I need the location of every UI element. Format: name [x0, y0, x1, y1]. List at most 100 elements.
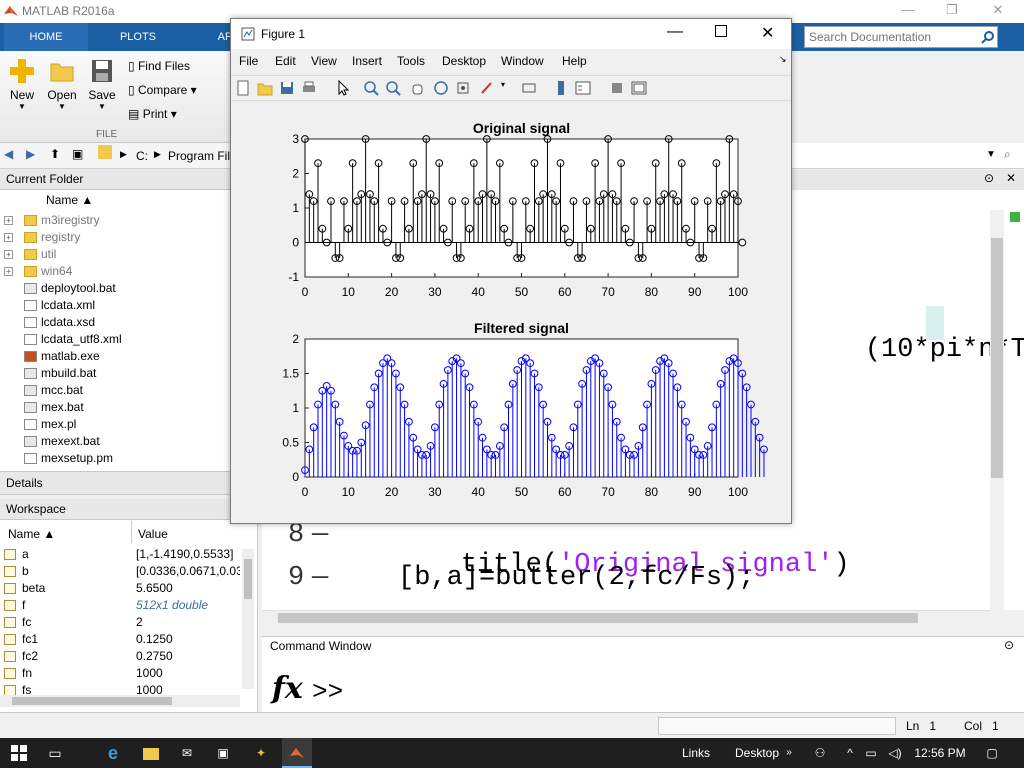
folder-list-item[interactable]: lcdata.xsd	[0, 314, 232, 331]
menu-file[interactable]: File	[239, 54, 259, 68]
menu-edit[interactable]: Edit	[275, 54, 296, 68]
volume-icon[interactable]: ◁)	[888, 746, 902, 760]
tab-home[interactable]: HOME	[4, 23, 88, 51]
tab-apps[interactable]: AP	[217, 31, 233, 43]
menu-desktop[interactable]: Desktop	[442, 54, 487, 68]
save-figure-icon[interactable]	[279, 80, 295, 96]
figure-close-button[interactable]: ✕	[761, 25, 775, 42]
menu-insert[interactable]: Insert	[352, 54, 383, 68]
figure-minimize-button[interactable]: —	[667, 23, 683, 40]
menu-window[interactable]: Window	[501, 54, 544, 68]
expand-icon[interactable]: +	[4, 267, 13, 276]
file-explorer-icon[interactable]	[138, 738, 164, 768]
brush-dropdown-icon[interactable]: ▾	[501, 80, 506, 89]
figure-canvas[interactable]: 0 10 20 30 40 50 60 70 80 90 100 -1 0 1 2 3 Original sig…	[231, 103, 791, 523]
browse-folder-icon[interactable]: ▣	[72, 147, 84, 161]
workspace-value-header[interactable]: Value	[138, 527, 168, 541]
people-icon[interactable]: ⚇	[814, 746, 826, 760]
code-line-9[interactable]: [b,a]=butter(2,fc/Fs);	[398, 563, 755, 593]
folder-list-item[interactable]: mbuild.bat	[0, 365, 232, 382]
data-cursor-icon[interactable]	[455, 80, 471, 96]
search-folder-icon[interactable]: ⌕	[1004, 147, 1011, 161]
rotate-3d-icon[interactable]	[433, 80, 449, 96]
search-input[interactable]	[805, 27, 975, 47]
compare-button[interactable]: ▯ Compare ▾	[128, 83, 197, 97]
address-bar[interactable]: ◀ ▶ ⬆ ▣ ▶ C: ▶ Program Fil	[0, 143, 232, 169]
command-window[interactable]: Command Window ⊙ fx >>	[262, 636, 1024, 712]
figure-maximize-button[interactable]	[715, 25, 727, 37]
network-icon[interactable]: ▭	[865, 746, 877, 760]
open-file-icon[interactable]	[257, 80, 273, 96]
workspace-name-header[interactable]: Name ▲	[8, 527, 56, 541]
collapse-icon[interactable]: ⊙	[984, 171, 995, 185]
folder-list-item[interactable]: + m3iregistry	[0, 212, 232, 229]
folder-list-item[interactable]: mex.pl	[0, 416, 232, 433]
brush-icon[interactable]	[479, 80, 495, 96]
command-collapse-icon[interactable]: ⊙	[1004, 638, 1015, 652]
action-center-icon[interactable]: ▢	[986, 746, 998, 760]
fx-function-icon[interactable]: fx	[272, 671, 303, 706]
task-view-icon[interactable]: ▭	[48, 745, 62, 761]
legend-icon[interactable]	[575, 80, 591, 96]
folder-list-item[interactable]: mcc.bat	[0, 382, 232, 399]
dock-arrow-icon[interactable]: ↘	[779, 54, 787, 64]
forward-arrow-icon[interactable]: ▶	[26, 147, 36, 161]
new-figure-icon[interactable]	[235, 80, 251, 96]
pointer-icon[interactable]	[335, 79, 351, 96]
workspace-variable-row[interactable]: fc1 0.1250	[0, 631, 240, 648]
tab-plots[interactable]: PLOTS	[119, 31, 157, 43]
save-button[interactable]: Save ▼	[84, 57, 120, 111]
workspace-variable-row[interactable]: b [0.0336,0.0671,0.033	[0, 563, 240, 580]
zoom-in-icon[interactable]	[363, 80, 379, 96]
workspace-variable-row[interactable]: fn 1000	[0, 665, 240, 682]
workspace-variable-row[interactable]: fc2 0.2750	[0, 648, 240, 665]
chevron-icon[interactable]: »	[786, 747, 792, 758]
address-bar-right[interactable]: ▼ ⌕	[790, 143, 1024, 169]
expand-icon[interactable]: +	[4, 250, 13, 259]
folder-list-item[interactable]: + util	[0, 246, 232, 263]
expand-icon[interactable]: +	[4, 216, 13, 225]
folder-list-item[interactable]: + registry	[0, 229, 232, 246]
chevron-down-icon[interactable]: ▼	[986, 149, 996, 160]
search-icon[interactable]	[981, 30, 995, 47]
folder-list-item[interactable]: lcdata_utf8.xml	[0, 331, 232, 348]
figure-titlebar[interactable]: Figure 1 — ✕	[231, 19, 791, 49]
zoom-out-icon[interactable]	[385, 80, 401, 96]
workspace-hscrollbar[interactable]	[0, 695, 240, 707]
start-button[interactable]	[6, 738, 32, 768]
colorbar-icon[interactable]	[553, 80, 569, 96]
folder-list-item[interactable]: deploytool.bat	[0, 280, 232, 297]
editor-hscrollbar[interactable]	[262, 610, 990, 624]
edge-browser-icon[interactable]: e	[107, 743, 118, 763]
restore-button[interactable]: ❐	[946, 2, 958, 17]
editor-vscrollbar[interactable]	[990, 210, 1004, 610]
path-segment[interactable]: Program Fil	[168, 149, 231, 163]
desktop-toolbar[interactable]: Desktop	[734, 746, 780, 760]
print-figure-icon[interactable]	[301, 80, 317, 96]
folder-list-item[interactable]: mexsetup.pm	[0, 450, 232, 467]
menu-tools[interactable]: Tools	[397, 54, 426, 68]
link-plot-icon[interactable]	[521, 80, 537, 96]
mail-icon[interactable]: ✉	[181, 746, 193, 760]
back-arrow-icon[interactable]: ◀	[4, 147, 14, 161]
figure-window[interactable]: Figure 1 — ✕ File Edit View Insert Tools…	[230, 18, 792, 524]
code-line-8[interactable]: title('Original signal')	[460, 550, 850, 580]
pan-hand-icon[interactable]	[409, 80, 425, 96]
hide-plot-tools-icon[interactable]	[609, 80, 625, 96]
folder-list-item[interactable]: + win64	[0, 263, 232, 280]
details-panel[interactable]: Details	[0, 471, 232, 495]
find-files-button[interactable]: ▯ Find Files	[128, 59, 190, 73]
name-column-header[interactable]: Name ▲	[46, 193, 94, 207]
command-prompt[interactable]: >>	[312, 677, 344, 707]
print-button[interactable]: ▤ Print ▾	[128, 107, 177, 121]
folder-list-item[interactable]: matlab.exe	[0, 348, 232, 365]
menu-help[interactable]: Help	[562, 54, 587, 68]
store-icon[interactable]: ▣	[217, 746, 229, 760]
close-panel-icon[interactable]: ✕	[1006, 171, 1017, 185]
workspace-variable-row[interactable]: f 512x1 double	[0, 597, 240, 614]
app-icon[interactable]: ✦	[255, 746, 267, 760]
show-plot-tools-icon[interactable]	[631, 80, 647, 96]
workspace-variable-row[interactable]: beta 5.6500	[0, 580, 240, 597]
menu-view[interactable]: View	[311, 54, 337, 68]
